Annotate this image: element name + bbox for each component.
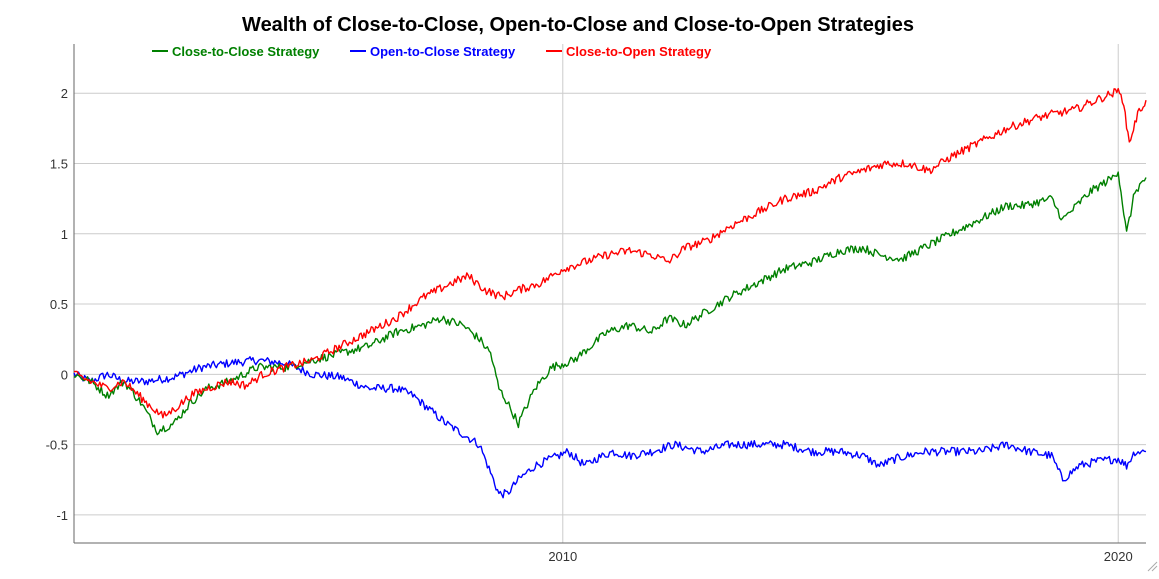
series-line-3 [73, 87, 1147, 419]
series-line-1 [73, 171, 1147, 436]
series-lines [73, 87, 1147, 499]
grid [74, 44, 1146, 543]
y-tick-label: 0.5 [50, 297, 68, 312]
y-tick-label: 0 [61, 367, 68, 382]
y-tick-label: 1.5 [50, 156, 68, 171]
legend-label: Close-to-Close Strategy [172, 44, 320, 59]
axes: -1 -0.5 0 0.5 1 1.5 2 2010 2020 [46, 44, 1146, 564]
y-tick-label: 1 [61, 227, 68, 242]
legend-label: Open-to-Close Strategy [370, 44, 516, 59]
x-tick-label: 2020 [1104, 549, 1133, 564]
legend-item-1[interactable]: Close-to-Close Strategy [152, 44, 320, 59]
series-line-2 [73, 356, 1147, 499]
resize-grip-icon[interactable] [1147, 561, 1158, 572]
chart-title: Wealth of Close-to-Close, Open-to-Close … [242, 14, 914, 36]
legend: Close-to-Close Strategy Open-to-Close Str… [152, 44, 712, 59]
legend-item-2[interactable]: Open-to-Close Strategy [350, 44, 516, 59]
y-tick-label: -1 [56, 508, 68, 523]
x-tick-label: 2010 [548, 549, 577, 564]
y-tick-label: 2 [61, 86, 68, 101]
legend-label: Close-to-Open Strategy [566, 44, 712, 59]
legend-item-3[interactable]: Close-to-Open Strategy [546, 44, 712, 59]
y-tick-label: -0.5 [46, 438, 68, 453]
